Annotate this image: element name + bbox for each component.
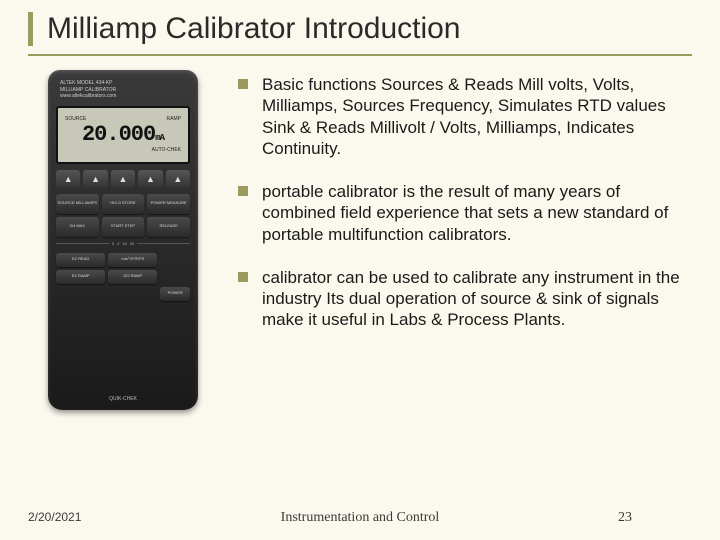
device-foot-label: QUIK-CHEK <box>56 396 190 402</box>
arrow-btn: ▲ <box>83 170 107 188</box>
device-body: ALTEK MODEL 434-KP MILLIAMP CALIBRATOR w… <box>48 70 198 410</box>
device-brand-label: ALTEK MODEL 434-KP MILLIAMP CALIBRATOR w… <box>56 78 190 102</box>
bullet-text: Basic functions Sources & Reads Mill vol… <box>262 74 692 159</box>
arrow-btn: ▲ <box>138 170 162 188</box>
title-block: Milliamp Calibrator Introduction <box>28 12 692 46</box>
device-url: www.altekcalibrators.com <box>60 93 186 100</box>
list-item: portable calibrator is the result of man… <box>238 181 692 245</box>
scale-tick: 4 <box>117 241 119 246</box>
lcd-reading: 20.000mA <box>82 122 164 147</box>
device-btn-grid-2: EZ READ mA/°/STEPS EZ RAMP DO RAMP POWER <box>56 253 190 301</box>
title-underline <box>28 54 692 56</box>
device-btn: mA/°/STEPS <box>108 253 157 267</box>
bullet-text: calibrator can be used to calibrate any … <box>262 267 692 331</box>
list-item: calibrator can be used to calibrate any … <box>238 267 692 331</box>
device-btn: EZ RAMP <box>56 270 105 284</box>
device-btn: HI/LO STORE <box>102 194 145 214</box>
scale-tick: 20 <box>130 241 134 246</box>
footer-date: 2/20/2021 <box>28 510 81 524</box>
lcd-ramp: RAMP <box>167 116 181 122</box>
lcd-autocheck: AUTO-CHEK <box>61 147 185 153</box>
device-btn: POWER MEASURE <box>147 194 190 214</box>
bullet-list: Basic functions Sources & Reads Mill vol… <box>238 74 692 331</box>
bullet-icon <box>238 272 248 282</box>
bullet-icon <box>238 186 248 196</box>
arrow-btn: ▲ <box>56 170 80 188</box>
text-column: Basic functions Sources & Reads Mill vol… <box>238 70 692 450</box>
device-lcd: SOURCE RAMP 20.000mA AUTO-CHEK <box>56 106 190 164</box>
slide-footer: 2/20/2021 Instrumentation and Control 23 <box>28 510 692 526</box>
bullet-icon <box>238 79 248 89</box>
calibrator-device-image: ALTEK MODEL 434-KP MILLIAMP CALIBRATOR w… <box>43 70 203 430</box>
device-arrow-row: ▲ ▲ ▲ ▲ ▲ <box>56 170 190 188</box>
bullet-text: portable calibrator is the result of man… <box>262 181 692 245</box>
lcd-unit: mA <box>155 133 164 143</box>
device-btn-grid-1: SOURCE MILLIAMPS HI/LO STORE POWER MEASU… <box>56 194 190 237</box>
device-btn: START STEP <box>102 217 145 237</box>
slide-title: Milliamp Calibrator Introduction <box>47 12 692 46</box>
device-power-btn: POWER <box>160 287 190 301</box>
arrow-btn: ▲ <box>166 170 190 188</box>
device-btn: 0/4 MAX <box>56 217 99 237</box>
arrow-btn: ▲ <box>111 170 135 188</box>
content-area: ALTEK MODEL 434-KP MILLIAMP CALIBRATOR w… <box>28 70 692 450</box>
device-btn: RELEASE <box>147 217 190 237</box>
footer-page-number: 23 <box>618 510 632 526</box>
device-btn: SOURCE MILLIAMPS <box>56 194 99 214</box>
list-item: Basic functions Sources & Reads Mill vol… <box>238 74 692 159</box>
slide: Milliamp Calibrator Introduction ALTEK M… <box>0 0 720 540</box>
device-scale: 0 4 16 20 <box>56 241 190 247</box>
device-btn: DO RAMP <box>108 270 157 284</box>
lcd-value: 20.000 <box>82 122 155 147</box>
image-column: ALTEK MODEL 434-KP MILLIAMP CALIBRATOR w… <box>28 70 218 450</box>
scale-tick: 0 <box>112 241 114 246</box>
scale-tick: 16 <box>122 241 126 246</box>
device-btn: EZ READ <box>56 253 105 267</box>
footer-title: Instrumentation and Control <box>281 510 440 526</box>
